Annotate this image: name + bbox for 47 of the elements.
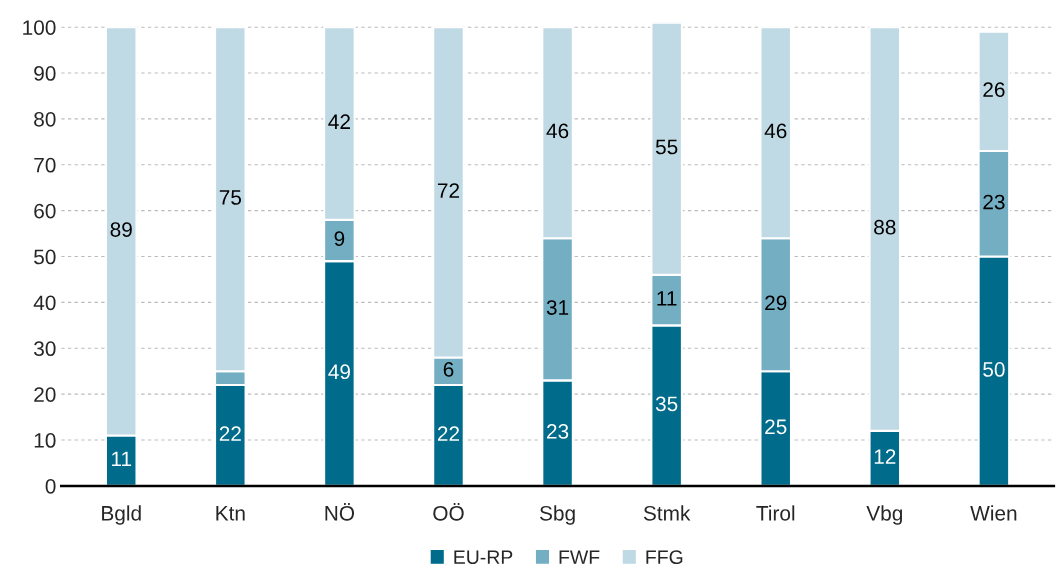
data-label: 72 [437, 183, 460, 198]
y-tick-label: 10 [34, 433, 56, 448]
data-label: 55 [655, 139, 678, 155]
x-tick-label: NÖ [325, 503, 355, 521]
y-tick-label: 0 [45, 478, 56, 494]
y-tick-label: 90 [34, 66, 56, 81]
data-label: 26 [983, 82, 1005, 97]
x-tick-label: OÖ [433, 503, 464, 521]
legend-label: FWF [559, 550, 600, 564]
data-label: 22 [437, 426, 460, 441]
data-label: 11 [657, 291, 677, 306]
data-label: 22 [219, 426, 241, 441]
data-label: 31 [546, 300, 569, 315]
data-label: 25 [765, 419, 787, 435]
data-label: 23 [983, 194, 1005, 210]
legend-label: FFG [646, 550, 683, 565]
y-tick-label: 50 [34, 249, 56, 265]
data-label: 42 [328, 114, 350, 129]
y-tick-label: 80 [34, 111, 56, 127]
x-tick-label: Ktn [216, 506, 245, 521]
data-label: 75 [219, 190, 242, 205]
x-tick-label: Sbg [539, 505, 575, 525]
x-tick-label: Wien [970, 505, 1017, 521]
x-tick-label: Bgld [102, 505, 141, 525]
y-tick-label: 40 [33, 295, 56, 311]
y-tick-label: 60 [34, 203, 56, 219]
data-label: 12 [874, 449, 896, 464]
data-label: 6 [443, 362, 454, 377]
data-label: 50 [983, 362, 1005, 377]
x-tick-label: Vbg [866, 505, 902, 525]
y-tick-label: 70 [34, 157, 56, 173]
data-label: 89 [110, 222, 132, 237]
data-label: 9 [334, 231, 345, 247]
data-label: 46 [546, 123, 569, 139]
data-label: 29 [765, 295, 787, 311]
data-label: 49 [328, 364, 351, 380]
data-label: 46 [764, 123, 787, 139]
y-tick-label: 100 [23, 20, 56, 35]
y-tick-label: 30 [34, 341, 56, 357]
data-label: 11 [112, 451, 132, 467]
x-tick-label: Stmk [643, 505, 691, 521]
data-label: 35 [655, 396, 678, 412]
data-label: 88 [874, 219, 896, 235]
y-tick-label: 20 [34, 387, 56, 402]
x-tick-label: Tirol [756, 505, 795, 521]
data-label: 23 [547, 423, 569, 439]
legend-label: EU-RP [454, 550, 513, 565]
